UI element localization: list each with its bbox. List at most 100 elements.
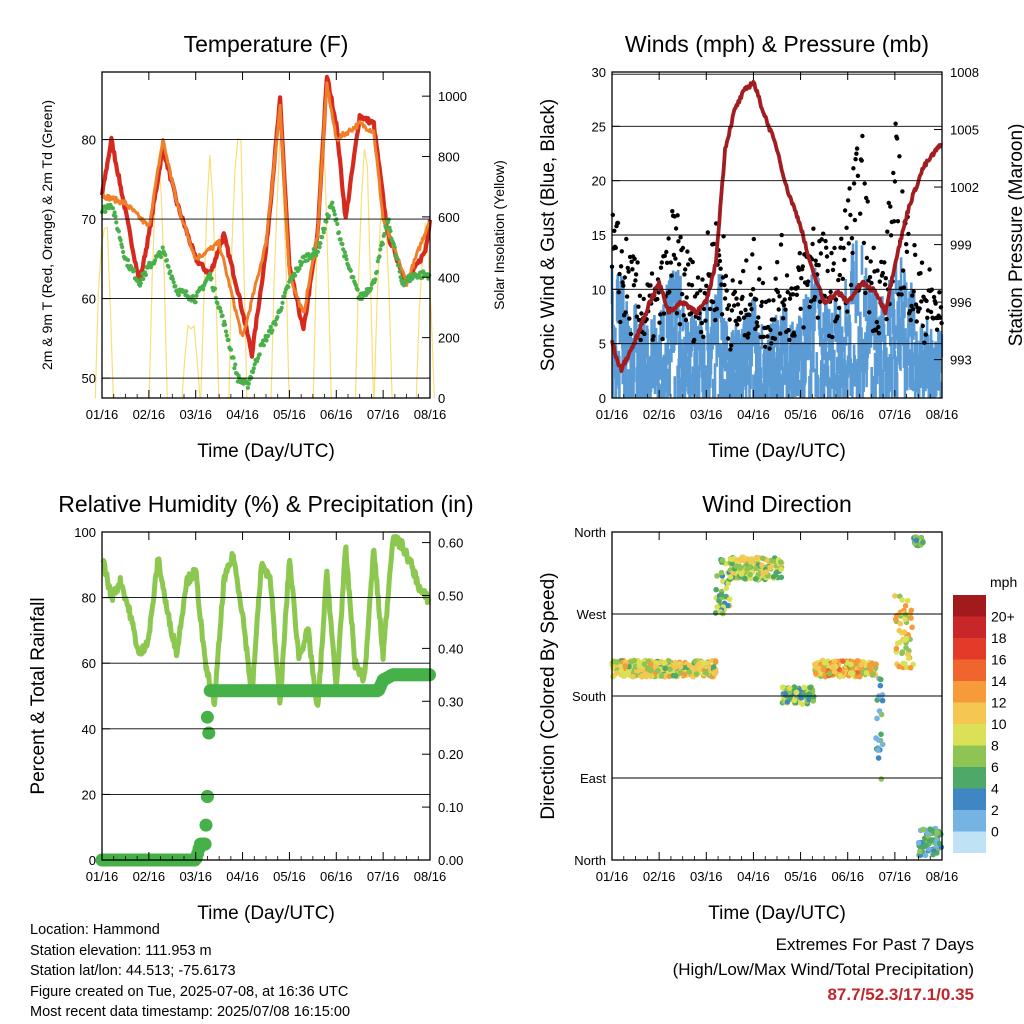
gust-point [733,318,738,324]
dewpoint-point [324,219,329,224]
gust-point [913,252,918,257]
direction-point [847,670,854,677]
solar-insolation-line [354,149,374,399]
direction-point [670,672,677,679]
gust-point [730,278,735,283]
dewpoint-point [282,294,287,299]
gust-point [927,267,932,272]
temp-xtick-label: 04/16 [226,407,259,422]
legend-label: 2 [991,802,999,818]
gust-point [794,292,799,297]
dewpoint-point [114,220,119,225]
direction-point [873,735,879,741]
wind-y2tick-label: 1008 [950,65,979,80]
gust-point [619,249,624,254]
direction-point [719,557,726,563]
gust-point [692,337,697,343]
dewpoint-point [245,385,250,390]
gust-point [676,262,682,267]
legend-swatch [953,616,986,638]
direction-point [812,661,818,668]
direction-point [902,603,909,609]
direction-point [646,666,653,673]
dewpoint-point [224,333,229,338]
direction-point [908,607,915,614]
direction-point [723,585,730,591]
rh-ytick-label: 20 [82,787,96,802]
gust-point [710,299,716,305]
dewpoint-point [250,369,256,375]
wind-direction-panel: Wind Direction Time (Day/UTC) Direction (C… [538,491,958,924]
legend-label: 6 [991,759,999,775]
dewpoint-point [305,258,310,263]
solar-insolation-line [415,223,435,399]
wind-xtick-label: 06/16 [831,407,864,422]
legend-label: 10 [991,716,1007,732]
gust-point [867,275,873,280]
dewpoint-point [218,309,223,314]
direction-point [727,574,733,580]
dewpoint-point [321,230,326,235]
wind-y2tick-label: 993 [950,353,972,368]
direction-point [813,670,819,677]
gust-point [674,311,680,316]
dewpoint-point [116,229,121,234]
temp-xtick-label: 07/16 [367,407,400,422]
direction-point [900,660,906,667]
dewpoint-point [153,258,158,263]
dewpoint-point [164,258,169,263]
dewpoint-point [331,208,336,213]
gust-point [625,265,630,271]
gust-point [925,315,930,320]
direction-point [896,663,902,670]
gust-point [740,294,745,300]
gust-point [934,327,940,332]
dewpoint-point [378,247,383,252]
temp-y2tick-label: 1000 [438,89,467,104]
gust-point [892,179,898,184]
gust-point [671,252,677,258]
direction-point [815,665,821,671]
gust-point [875,268,880,273]
gust-point [658,265,664,270]
direction-point [922,852,929,859]
direction-point [714,604,720,610]
gust-point [773,276,778,281]
gust-point [910,293,915,298]
wind-ytick-label: 5 [599,337,606,352]
gust-point [830,334,835,340]
dewpoint-point [176,293,181,298]
legend-label: 20+ [991,609,1015,625]
gust-point [888,204,893,209]
gust-point [617,271,622,277]
wind-xtick-label: 03/16 [690,407,723,422]
direction-point [892,593,898,599]
dewpoint-point [257,352,262,357]
dewpoint-point [110,206,116,211]
gust-point [615,220,621,226]
legend-label: 4 [991,781,999,797]
wind-y2tick-label: 996 [950,295,972,310]
gust-point [863,290,868,296]
gust-point [894,136,900,141]
direction-point [647,673,653,679]
gust-point [744,258,749,263]
wind-xtick-label: 08/16 [926,407,959,422]
gust-point [664,249,669,255]
gust-point [825,268,830,274]
dewpoint-point [215,301,220,306]
gust-point [735,322,740,327]
dewpoint-point [314,253,319,258]
gust-point [815,315,821,320]
rh-xtick-label: 04/16 [226,869,259,884]
dewpoint-point [160,245,165,250]
extremes-title: Extremes For Past 7 Days [775,935,974,954]
temp-frame [101,71,431,399]
wind-y2tick-label: 999 [950,238,972,253]
gust-point [777,294,782,299]
gust-point [741,315,747,320]
direction-point [892,616,899,623]
wind-xlabel: Time (Day/UTC) [708,441,846,462]
gust-point [673,256,678,261]
rh-xtick-label: 05/16 [273,869,306,884]
